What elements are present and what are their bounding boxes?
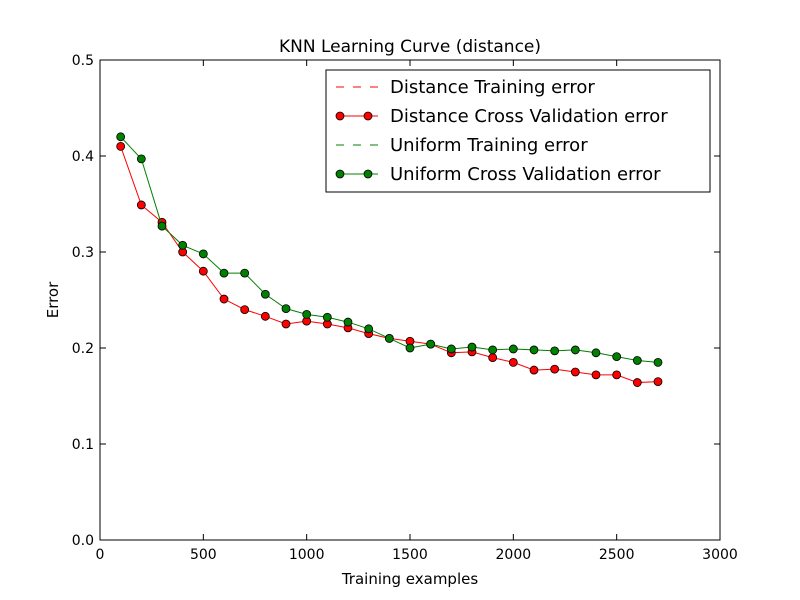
y-tick-label: 0.4 [72, 149, 94, 165]
data-point [426, 339, 436, 349]
legend-label: Uniform Training error [390, 135, 588, 156]
data-point [508, 357, 518, 367]
data-point [240, 268, 250, 278]
legend-label: Uniform Cross Validation error [390, 164, 661, 185]
data-point [550, 346, 560, 356]
data-point [529, 365, 539, 375]
data-point [653, 377, 663, 387]
data-point [302, 309, 312, 319]
series-layer [116, 132, 663, 541]
data-point [343, 317, 353, 327]
y-axis-label: Error [44, 281, 62, 318]
chart-title: KNN Learning Curve (distance) [279, 37, 541, 57]
data-point [136, 200, 146, 210]
data-point [632, 378, 642, 387]
data-point [322, 312, 332, 322]
data-point [219, 268, 229, 278]
x-axis-label: Training examples [341, 570, 479, 588]
data-point [260, 289, 270, 299]
data-point [632, 356, 642, 365]
legend-item-distance-cross-validation-error: Distance Cross Validation error [335, 106, 668, 127]
y-tick-label: 0.1 [72, 437, 94, 453]
series-uniform-cross-validation-error [116, 132, 663, 367]
data-point [612, 352, 622, 362]
y-tick-label: 0.0 [72, 533, 94, 549]
data-point [157, 221, 167, 231]
y-tick-label: 0.5 [72, 53, 94, 69]
data-point [488, 353, 498, 363]
y-tick-label: 0.2 [72, 341, 94, 357]
data-point [281, 319, 291, 329]
legend-item-distance-training-error: Distance Training error [336, 77, 595, 98]
legend-marker [335, 169, 345, 179]
legend: Distance Training error Distance Cross Va… [325, 69, 711, 193]
x-tick-label: 2500 [599, 547, 635, 563]
y-tick-label: 0.3 [72, 245, 94, 261]
legend-label: Distance Training error [390, 77, 595, 98]
data-point [219, 294, 229, 304]
data-point [612, 370, 622, 380]
x-tick-label: 0 [96, 547, 105, 563]
plot-frame [99, 59, 721, 541]
ticks-layer: 0 500 1000 1500 2000 2500 3000 0.0 0.1 0.2 0.3 0.4 0… [72, 53, 738, 563]
legend-item-uniform-cross-validation-error: Uniform Cross Validation error [335, 164, 661, 185]
data-point [198, 266, 208, 276]
data-point [570, 367, 580, 377]
data-point [260, 311, 270, 321]
data-point [550, 364, 560, 374]
data-point [467, 342, 477, 352]
legend-marker [363, 169, 373, 179]
data-point [136, 154, 146, 164]
data-point [364, 324, 374, 334]
data-point [653, 357, 663, 367]
data-point [198, 249, 208, 259]
legend-label: Distance Cross Validation error [390, 106, 668, 127]
data-point [529, 345, 539, 355]
data-point [240, 305, 250, 315]
x-tick-label: 1000 [289, 547, 325, 563]
data-point [178, 240, 188, 250]
data-point [446, 344, 456, 354]
data-point [508, 344, 518, 354]
data-point [116, 132, 126, 142]
data-point [384, 333, 394, 343]
x-tick-label: 500 [190, 547, 217, 563]
legend-item-uniform-training-error: Uniform Training error [336, 135, 588, 156]
legend-box [325, 69, 711, 193]
x-tick-label: 3000 [702, 547, 738, 563]
legend-marker [335, 111, 345, 121]
data-point [405, 343, 415, 353]
data-point [591, 370, 601, 380]
x-tick-label: 2000 [496, 547, 532, 563]
x-tick-label: 1500 [392, 547, 428, 563]
data-point [281, 304, 291, 314]
data-point [116, 141, 126, 151]
data-point [488, 345, 498, 355]
data-point [570, 345, 580, 355]
data-point [591, 348, 601, 358]
legend-marker [363, 111, 373, 121]
